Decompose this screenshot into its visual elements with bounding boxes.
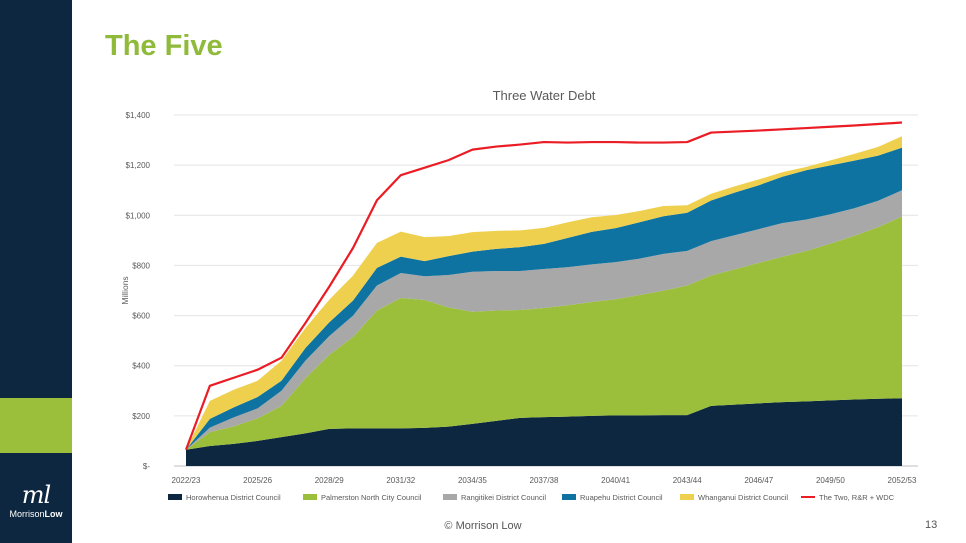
x-tick-label: 2040/41 (601, 476, 630, 485)
x-tick-label: 2037/38 (530, 476, 559, 485)
logo-mark: ml (21, 481, 51, 509)
chart-title: Three Water Debt (493, 88, 596, 103)
series-area-2 (186, 190, 902, 450)
series-line-5 (184, 121, 903, 451)
morrison-low-logo: ml MorrisonLow (0, 481, 72, 520)
logo-name-light: Morrison (9, 509, 45, 519)
series-area-3 (186, 147, 902, 450)
logo-name-bold: Low (44, 509, 63, 519)
x-tick-label: 2025/26 (243, 476, 272, 485)
legend-swatch (562, 494, 576, 500)
legend-label: Palmerston North City Council (321, 493, 422, 502)
x-tick-label: 2022/23 (172, 476, 201, 485)
x-tick-label: 2031/32 (386, 476, 415, 485)
legend-label: The Two, R&R + WDC (819, 493, 895, 502)
y-tick-label: $1,400 (126, 111, 151, 120)
logo-wordmark: MorrisonLow (0, 508, 72, 520)
footer-copyright: © Morrison Low (444, 520, 522, 532)
y-tick-label: $1,200 (126, 161, 151, 170)
legend-label: Ruapehu District Council (580, 493, 663, 502)
legend-swatch (168, 494, 182, 500)
x-tick-label: 2034/35 (458, 476, 487, 485)
x-tick-label: 2043/44 (673, 476, 702, 485)
series-area-0 (186, 398, 902, 466)
legend-swatch (303, 494, 317, 500)
y-tick-label: $1,000 (126, 211, 151, 220)
y-axis-label: Millions (120, 276, 130, 304)
y-tick-label: $800 (132, 261, 150, 270)
legend-swatch (443, 494, 457, 500)
x-tick-label: 2028/29 (315, 476, 344, 485)
x-tick-label: 2046/47 (744, 476, 773, 485)
y-tick-label: $200 (132, 412, 150, 421)
legend-label: Horowhenua District Council (186, 493, 281, 502)
series-area-1 (186, 216, 902, 450)
x-tick-label: 2049/50 (816, 476, 845, 485)
y-tick-label: $600 (132, 312, 150, 321)
y-tick-label: $400 (132, 362, 150, 371)
y-tick-label: $- (143, 462, 150, 471)
legend-label: Rangitikei District Council (461, 493, 546, 502)
slide-title: The Five (105, 30, 223, 62)
legend-swatch (680, 494, 694, 500)
legend-label: Whanganui District Council (698, 493, 788, 502)
x-tick-label: 2052/53 (888, 476, 917, 485)
page-number: 13 (925, 519, 938, 531)
sidebar-accent-band (0, 398, 72, 453)
